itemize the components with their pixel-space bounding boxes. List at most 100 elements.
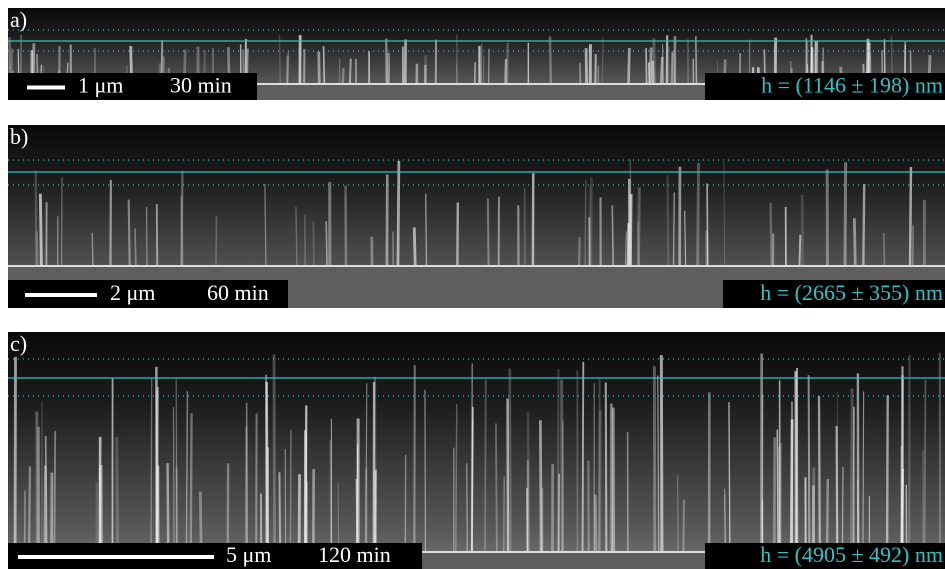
nanowire [776,429,779,553]
nanowire [636,221,641,267]
nanowire [344,185,348,267]
nanowire [341,68,345,85]
nanowire [471,406,474,553]
nanowire [35,231,39,267]
panel-label: a) [10,7,27,32]
nanowire [278,34,282,85]
nanowire [589,177,593,267]
nanowire [560,379,564,553]
nanowire [862,183,866,267]
nanowire [526,411,531,553]
nanowire [817,396,821,553]
nanowire [44,436,48,553]
nanowire [486,198,490,267]
nanowire [356,444,359,553]
nanowire [660,56,664,85]
nanowire [245,402,248,553]
scale-bar [25,293,97,297]
nanowire [577,237,581,267]
nanowire [636,187,641,267]
nanowire [728,401,731,553]
nanowire [723,161,726,267]
nanowire [175,379,178,553]
nanowire [115,436,120,553]
nanowire [676,475,679,553]
panel-label: b) [10,124,28,149]
nanowire [647,62,651,85]
nanowire [504,59,507,85]
nanowire [856,479,860,553]
nanowire [189,413,193,553]
nanowire [473,62,477,85]
nanowire [862,391,865,553]
nanowire [684,210,687,267]
height-label: h = (1146 ± 198) nm [761,73,943,98]
nanowire [807,375,811,553]
nanowire [885,395,889,553]
nanowire [34,170,38,267]
nanowire [624,231,627,267]
nanowire [652,38,656,85]
nanowire [825,478,829,553]
nanowire [769,203,773,267]
nanowire [841,466,844,553]
nanowire [312,221,315,267]
growth-time: 120 min [318,542,391,567]
label-box [705,73,945,100]
nanowire [387,65,391,85]
nanowire [365,383,368,553]
nanowire [322,46,326,85]
nanowire [695,36,698,85]
nanowire [180,195,184,267]
nanowire [412,227,417,267]
nanowire [337,482,340,553]
height-label: h = (2665 ± 355) nm [760,280,943,305]
nanowire [772,437,777,553]
nanowire [587,460,590,553]
nanowire [27,466,32,553]
sem-image [8,332,945,569]
nanowire [672,192,675,267]
nanowire [611,205,614,267]
nanowire [670,51,674,85]
nanowire [134,228,137,267]
scale-bar-label: 5 μm [226,542,271,567]
nanowire [581,361,585,553]
nanowire [484,379,487,553]
nanowire [150,378,153,553]
nanowire [329,439,332,553]
nanowire [627,47,631,85]
nanowire [166,463,170,553]
nanowire [682,499,685,553]
sem-panel: c) 5 μm 120 min h = (4905 ± 492) nm [8,331,945,569]
nanowire [127,199,131,267]
nanowire [798,234,802,267]
nanowire [811,467,816,553]
nanowire [180,170,184,267]
nanowire [374,469,377,553]
growth-time: 30 min [170,73,232,98]
nanowire [548,36,553,85]
nanowire [289,429,292,553]
scale-bar [27,85,65,90]
scale-bar-label: 1 μm [78,73,123,98]
nanowire [593,494,598,553]
nanowire [455,404,458,553]
nanowire [843,162,848,267]
nanowire [538,420,543,553]
nanowire [53,430,57,553]
nanowire [505,42,509,85]
nanowire [482,55,485,85]
nanowire [604,382,608,553]
scale-bar-label: 2 μm [110,280,155,305]
nanowire [508,368,512,553]
nanowire [908,166,913,267]
nanowire [923,379,927,553]
sem-panel: b) 2 μm 60 min h = (2665 ± 355) nm [8,124,945,308]
nanowire [852,218,857,267]
nanowire [584,48,589,85]
nanowire [285,55,289,85]
nanowire [425,193,428,267]
nanowire [666,174,670,267]
